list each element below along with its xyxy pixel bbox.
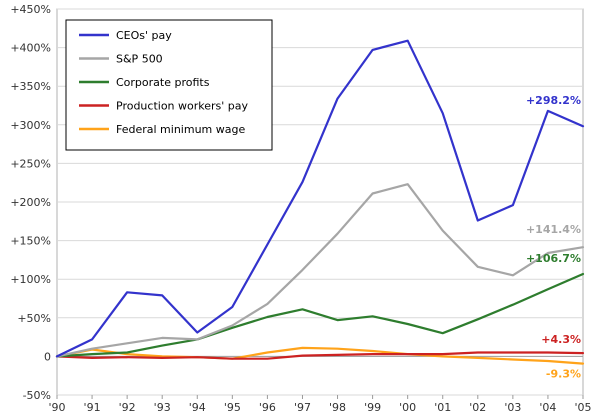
y-tick-label: +50% (17, 312, 51, 325)
x-tick-label: '97 (294, 401, 311, 414)
x-tick-label: '04 (539, 401, 556, 414)
y-tick-label: +300% (10, 119, 51, 132)
legend-label-2: S&P 500 (116, 53, 163, 66)
y-tick-label: +100% (10, 273, 51, 286)
end-label-4: +4.3% (541, 333, 581, 346)
y-tick-label: +400% (10, 42, 51, 55)
end-labels: +298.2% +141.4% +106.7% +4.3% -9.3% (526, 94, 581, 380)
y-axis: -50% 0 +50% +100% +150% +200% +250% +300% +350% +… (10, 3, 51, 402)
end-label-2: +141.4% (526, 223, 581, 236)
series-line-5 (55, 346, 585, 365)
legend-label-4: Production workers' pay (116, 100, 249, 113)
y-tick-label: +200% (10, 196, 51, 209)
y-tick-label: +150% (10, 235, 51, 248)
y-tick-label: -50% (23, 389, 51, 402)
legend-label-5: Federal minimum wage (116, 123, 245, 136)
y-tick-label: +450% (10, 3, 51, 16)
end-label-1: +298.2% (526, 94, 581, 107)
x-tick-label: '93 (154, 401, 171, 414)
legend-label-3: Corporate profits (116, 76, 210, 89)
x-tick-label: '92 (119, 401, 136, 414)
series-line-2 (55, 183, 585, 358)
y-tick-label: +250% (10, 157, 51, 170)
x-tick-label: '99 (364, 401, 381, 414)
x-tick-label: '03 (504, 401, 521, 414)
x-tick-label: '05 (574, 401, 591, 414)
y-tick-label: 0 (44, 350, 51, 363)
series-line-4 (55, 351, 585, 360)
x-tick-label: '00 (399, 401, 416, 414)
series-line-1 (55, 39, 585, 358)
x-tick-label: '91 (84, 401, 101, 414)
y-tick-label: +350% (10, 80, 51, 93)
x-tick-label: '95 (224, 401, 241, 414)
end-label-5: -9.3% (546, 368, 581, 381)
end-label-3: +106.7% (526, 252, 581, 265)
series-lines (55, 39, 585, 365)
x-tick-label: '96 (259, 401, 276, 414)
x-tick-label: '94 (189, 401, 206, 414)
x-tick-label: '98 (329, 401, 346, 414)
legend: CEOs' pay S&P 500 Corporate profits Product… (65, 19, 273, 151)
x-tick-label: '90 (48, 401, 65, 414)
x-tick-label: '01 (434, 401, 451, 414)
legend-label-1: CEOs' pay (116, 29, 172, 42)
x-tick-label: '02 (469, 401, 486, 414)
x-axis: '90 '91 '92 '93 '94 '95 '96 '97 '98 '99 '00 '01 '02 '… (48, 395, 592, 414)
series-line-3 (55, 272, 585, 358)
